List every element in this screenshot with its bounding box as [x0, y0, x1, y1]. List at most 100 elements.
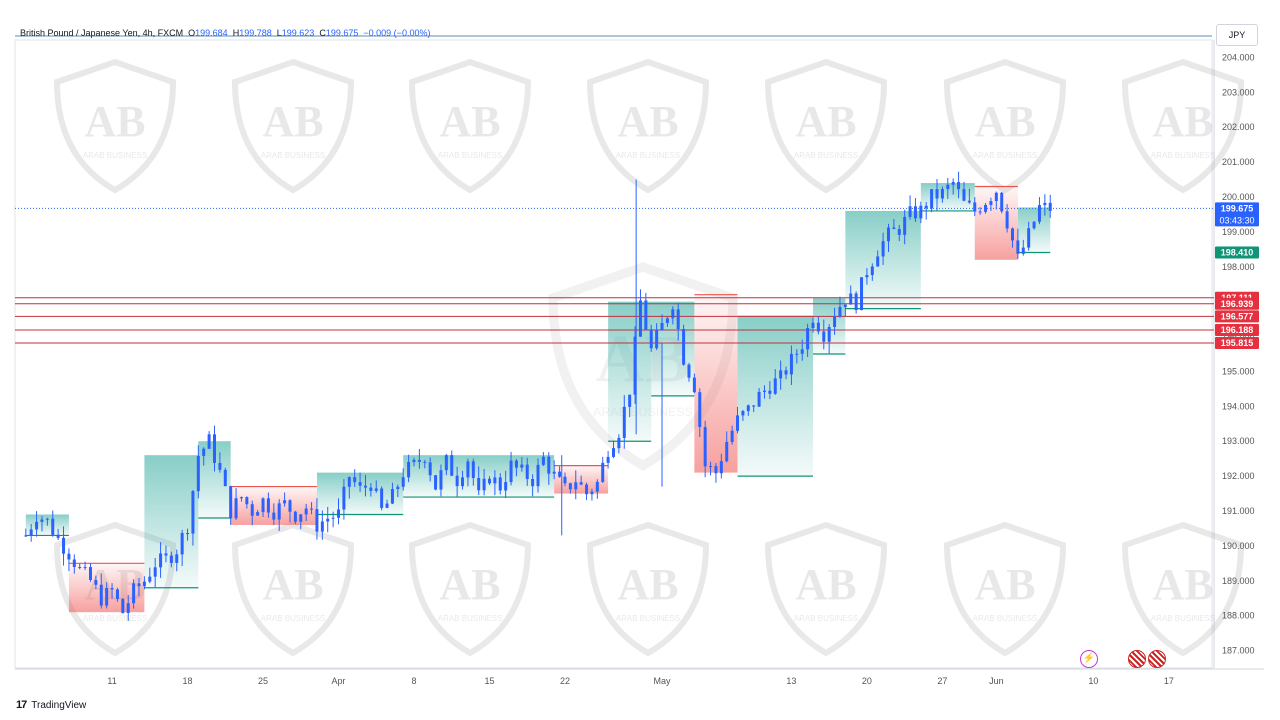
candle-body	[984, 204, 988, 212]
candle-body	[88, 567, 92, 580]
watermark-shield-icon	[1121, 58, 1245, 194]
tradingview-logo-icon: 17	[16, 699, 27, 711]
legend-symbol: British Pound / Japanese Yen, 4h, FXCM	[20, 28, 184, 38]
candle-body	[595, 481, 599, 492]
candle-body	[897, 228, 901, 235]
level-badge-bg	[1215, 337, 1259, 350]
candle-body	[789, 353, 793, 375]
candle-body	[121, 599, 125, 614]
level-badge: 197.111	[1221, 293, 1253, 303]
watermark-logo: AB ARAB BUSINESS	[586, 521, 710, 657]
candle-body	[622, 406, 626, 438]
candle-body	[940, 188, 944, 199]
candle-body	[487, 478, 491, 484]
candle-body	[687, 364, 691, 378]
candle-body	[514, 460, 518, 468]
watermark-logo: AB ARAB BUSINESS	[1121, 58, 1245, 194]
uk-flag-icon[interactable]	[1148, 650, 1166, 668]
candles-group	[24, 171, 1052, 621]
candle-body	[239, 497, 243, 499]
candle-body	[849, 293, 853, 305]
y-tick-label: 187.000	[1222, 646, 1255, 656]
candle-body	[412, 459, 416, 463]
candle-body	[261, 498, 265, 513]
watermark-text: ARAB BUSINESS	[794, 151, 858, 160]
candle-body	[272, 512, 276, 520]
candle-body	[638, 300, 642, 337]
candle-body	[649, 329, 653, 349]
candle-body	[407, 462, 411, 478]
y-tick-label: 203.000	[1222, 87, 1255, 97]
x-tick-label: 18	[183, 676, 193, 686]
candle-body	[525, 464, 529, 479]
candle-body	[83, 567, 87, 569]
candle-body	[568, 483, 572, 490]
y-tick-label: 195.000	[1222, 366, 1255, 376]
y-tick-label: 202.000	[1222, 122, 1255, 132]
watermark-logo: AB ARAB BUSINESS	[764, 521, 888, 657]
candle-body	[870, 266, 874, 276]
resistance-cloud	[694, 294, 738, 473]
y-tick-label: 193.000	[1222, 436, 1255, 446]
currency-button[interactable]: JPY	[1216, 24, 1258, 46]
tradingview-footer[interactable]: 17 TradingView	[16, 699, 86, 711]
watermark-shield-icon	[586, 521, 710, 657]
uk-flag-icon[interactable]	[1128, 650, 1146, 668]
candle-body	[612, 448, 615, 457]
x-tick-label: 27	[937, 676, 947, 686]
candle-body	[665, 318, 669, 323]
candle-body	[493, 477, 497, 484]
candle-body	[509, 460, 513, 483]
legend-open-label: O	[188, 28, 196, 38]
support-cloud	[608, 301, 652, 442]
watermark-text: ARAB BUSINESS	[83, 151, 147, 160]
candle-body	[1016, 240, 1020, 254]
candle-body	[714, 466, 718, 474]
watermark-text: ARAB BUSINESS	[83, 614, 147, 623]
x-tick-label: 25	[258, 676, 268, 686]
candle-body	[186, 533, 190, 535]
candle-body	[816, 322, 820, 332]
candle-body	[62, 537, 66, 554]
candle-body	[860, 277, 864, 311]
candle-body	[1043, 202, 1047, 206]
candle-body	[757, 391, 761, 407]
watermark-monogram: AB	[439, 560, 500, 609]
legend-open: 199.684	[195, 28, 228, 38]
watermark-logo: AB ARAB BUSINESS	[943, 521, 1067, 657]
candle-body	[310, 508, 314, 510]
candle-body	[223, 469, 227, 487]
candle-body	[779, 370, 783, 379]
candle-body	[304, 508, 308, 515]
x-tick-label: Jun	[989, 676, 1004, 686]
watermark-shield-icon	[764, 58, 888, 194]
candle-body	[423, 461, 427, 463]
candle-body	[827, 326, 831, 342]
candle-body	[601, 462, 605, 482]
lightning-icon[interactable]: ⚡	[1080, 650, 1098, 668]
candle-body	[444, 455, 448, 471]
candle-body	[709, 466, 713, 468]
y-tick-label: 192.000	[1222, 471, 1255, 481]
candle-body	[924, 205, 928, 209]
candle-body	[935, 189, 939, 199]
candle-body	[843, 304, 847, 307]
watermark-shield-icon	[408, 521, 532, 657]
legend-change: −0.009 (−0.00%)	[363, 28, 431, 38]
candle-body	[892, 227, 896, 229]
candle-body	[762, 390, 766, 392]
candle-body	[202, 448, 206, 456]
candle-body	[946, 184, 950, 189]
watermark-text: ARAB BUSINESS	[1151, 151, 1215, 160]
candle-body	[951, 181, 955, 185]
legend-low: 199.623	[281, 28, 315, 38]
x-tick-label: 11	[107, 676, 116, 686]
candle-body	[180, 533, 184, 555]
y-tick-label: 189.000	[1222, 576, 1255, 586]
watermark-shield-icon	[1121, 521, 1245, 657]
candle-body	[579, 482, 583, 485]
watermark-logo: AB ARAB BUSINESS	[231, 521, 355, 657]
candle-body	[299, 514, 303, 522]
